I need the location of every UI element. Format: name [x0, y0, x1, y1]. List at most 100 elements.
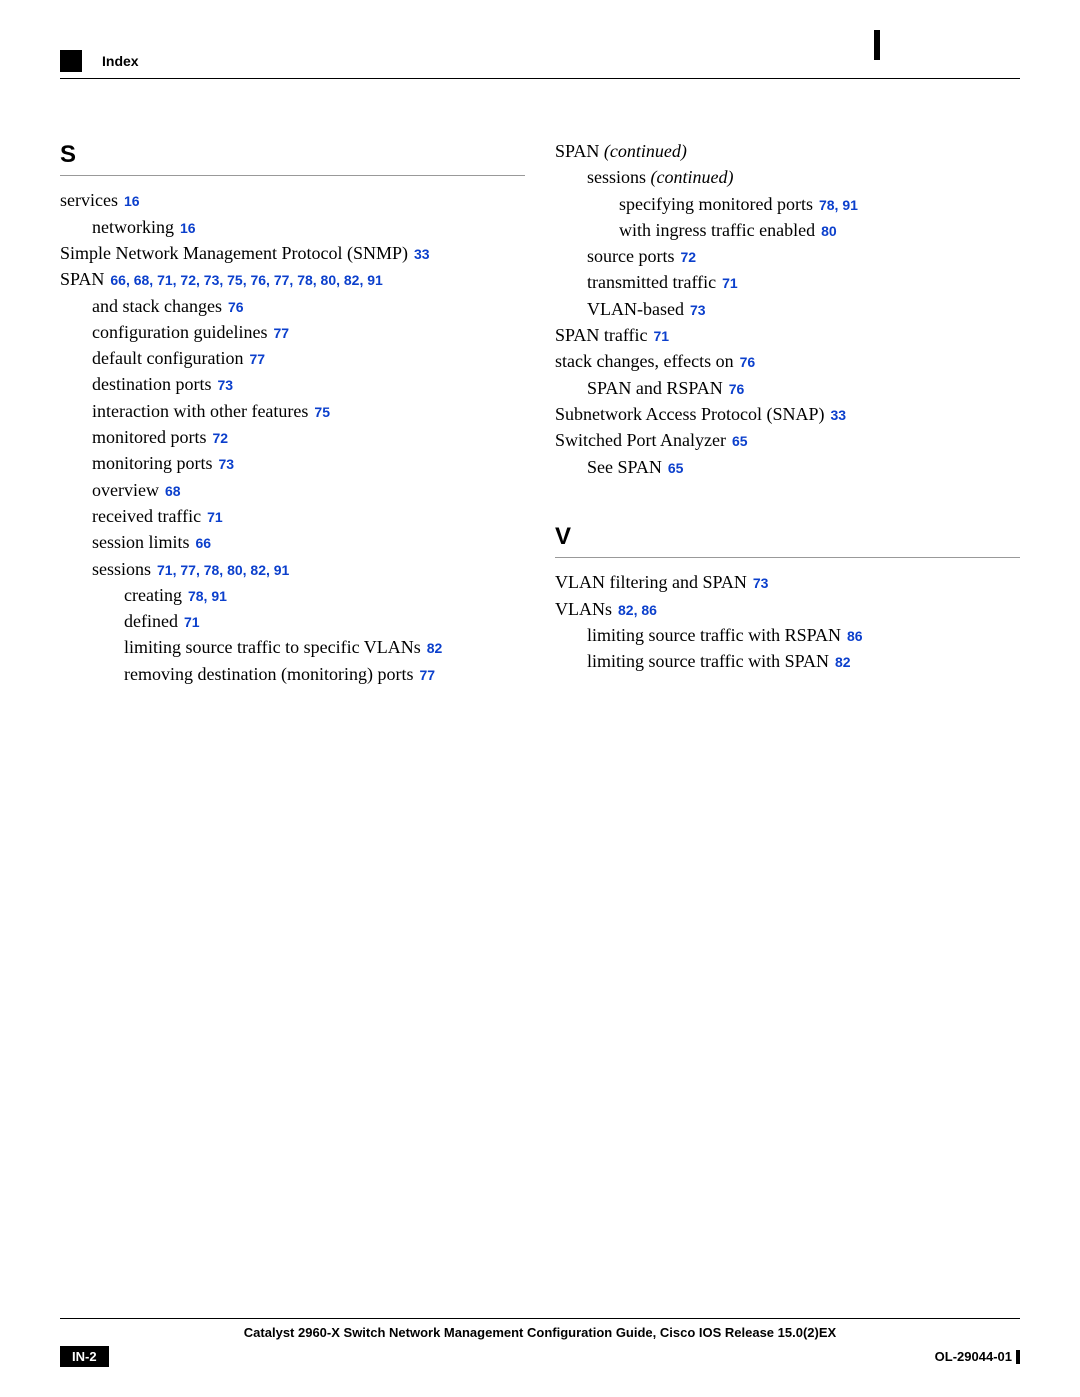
page-ref[interactable]: 76: [228, 299, 244, 315]
index-entry: VLAN filtering and SPAN 73: [555, 570, 1020, 594]
entry-text: Switched Port Analyzer: [555, 430, 726, 450]
page-ref[interactable]: 68: [165, 483, 181, 499]
index-entry: session limits 66: [60, 530, 525, 554]
index-entry: monitored ports 72: [60, 425, 525, 449]
section-rule: [60, 175, 525, 176]
page-ref[interactable]: 73: [219, 456, 235, 472]
index-entry: services 16: [60, 188, 525, 212]
entry-text: VLANs: [555, 599, 612, 619]
index-entry: limiting source traffic with SPAN 82: [555, 649, 1020, 673]
index-entry: See SPAN 65: [555, 455, 1020, 479]
page-ref[interactable]: 71, 77, 78, 80, 82, 91: [157, 562, 289, 578]
entry-text: removing destination (monitoring) ports: [124, 664, 413, 684]
page-ref[interactable]: 71: [184, 614, 200, 630]
page-ref[interactable]: 72: [680, 249, 696, 265]
page-ref[interactable]: 76: [729, 381, 745, 397]
index-entry: and stack changes 76: [60, 294, 525, 318]
index-entry: networking16: [60, 215, 525, 239]
header-label: Index: [102, 53, 139, 69]
page-ref[interactable]: 77: [273, 325, 289, 341]
page-ref[interactable]: 73: [690, 302, 706, 318]
entry-text: VLAN filtering and SPAN: [555, 572, 747, 592]
page-ref[interactable]: 16: [124, 193, 140, 209]
entry-text: limiting source traffic with RSPAN: [587, 625, 841, 645]
page-body: Index S services16 networking16 Simple N…: [0, 0, 1080, 688]
page-ref[interactable]: 82: [427, 640, 443, 656]
index-entry: defined71: [60, 609, 525, 633]
index-entry: configuration guidelines 77: [60, 320, 525, 344]
page-ref[interactable]: 65: [732, 433, 748, 449]
index-entry: Switched Port Analyzer 65: [555, 428, 1020, 452]
page-ref[interactable]: 80: [821, 223, 837, 239]
index-entry: with ingress traffic enabled80: [555, 218, 1020, 242]
page-ref[interactable]: 71: [722, 275, 738, 291]
entry-text: VLAN-based: [587, 299, 684, 319]
index-entry: received traffic 71: [60, 504, 525, 528]
entry-text: sessions: [587, 167, 646, 187]
footer: Catalyst 2960-X Switch Network Managemen…: [60, 1318, 1020, 1367]
page-ref[interactable]: 76: [740, 354, 756, 370]
page-ref[interactable]: 82: [835, 654, 851, 670]
page-ref[interactable]: 16: [180, 220, 196, 236]
page-ref[interactable]: 72: [213, 430, 229, 446]
page-ref[interactable]: 78, 91: [819, 197, 858, 213]
entry-text: transmitted traffic: [587, 272, 716, 292]
page-ref[interactable]: 75: [314, 404, 330, 420]
page-number: IN-2: [60, 1346, 109, 1367]
entry-text: specifying monitored ports: [619, 194, 813, 214]
entry-text: received traffic: [92, 506, 201, 526]
entry-text: session limits: [92, 532, 190, 552]
entry-text: overview: [92, 480, 159, 500]
entry-text: interaction with other features: [92, 401, 308, 421]
index-entry: specifying monitored ports 78, 91: [555, 192, 1020, 216]
section-rule: [555, 557, 1020, 558]
page-ref[interactable]: 71: [654, 328, 670, 344]
entry-text: monitored ports: [92, 427, 207, 447]
left-column: S services16 networking16 Simple Network…: [60, 139, 525, 688]
doc-id-wrap: OL-29044-01: [935, 1348, 1020, 1366]
page-ref[interactable]: 33: [414, 246, 430, 262]
page-ref[interactable]: 71: [207, 509, 223, 525]
right-column: SPAN (continued) sessions (continued) sp…: [555, 139, 1020, 688]
page-ref[interactable]: 66, 68, 71, 72, 73, 75, 76, 77, 78, 80, …: [110, 272, 382, 288]
page-ref[interactable]: 82, 86: [618, 602, 657, 618]
page-ref[interactable]: 33: [830, 407, 846, 423]
entry-text: destination ports: [92, 374, 212, 394]
entry-text: SPAN: [555, 141, 599, 161]
index-entry: removing destination (monitoring) ports 7…: [60, 662, 525, 686]
index-entry: VLANs 82, 86: [555, 597, 1020, 621]
page-ref[interactable]: 66: [196, 535, 212, 551]
entry-text: stack changes, effects on: [555, 351, 734, 371]
content-columns: S services16 networking16 Simple Network…: [60, 139, 1020, 688]
index-entry: creating 78, 91: [60, 583, 525, 607]
entry-text: configuration guidelines: [92, 322, 267, 342]
page-ref[interactable]: 77: [249, 351, 265, 367]
index-entry: Subnetwork Access Protocol (SNAP) 33: [555, 402, 1020, 426]
index-entry: monitoring ports 73: [60, 451, 525, 475]
index-entry: SPAN 66, 68, 71, 72, 73, 75, 76, 77, 78, …: [60, 267, 525, 291]
page-ref[interactable]: 73: [753, 575, 769, 591]
entry-text: SPAN: [60, 269, 104, 289]
page-ref[interactable]: 65: [668, 460, 684, 476]
entry-text: limiting source traffic with SPAN: [587, 651, 829, 671]
index-entry: sessions71, 77, 78, 80, 82, 91: [60, 557, 525, 581]
page-ref[interactable]: 77: [419, 667, 435, 683]
header-square-icon: [60, 50, 82, 72]
index-entry: transmitted traffic 71: [555, 270, 1020, 294]
entry-text: default configuration: [92, 348, 243, 368]
index-entry: SPAN traffic71: [555, 323, 1020, 347]
entry-text: creating: [124, 585, 182, 605]
entry-text: SPAN and RSPAN: [587, 378, 723, 398]
page-ref[interactable]: 86: [847, 628, 863, 644]
entry-text: Subnetwork Access Protocol (SNAP): [555, 404, 824, 424]
entry-text: and stack changes: [92, 296, 222, 316]
index-entry: limiting source traffic with RSPAN 86: [555, 623, 1020, 647]
page-ref[interactable]: 78, 91: [188, 588, 227, 604]
page-ref[interactable]: 73: [218, 377, 234, 393]
entry-text: See SPAN: [587, 457, 662, 477]
index-entry: VLAN-based 73: [555, 297, 1020, 321]
entry-text: services: [60, 190, 118, 210]
entry-text: monitoring ports: [92, 453, 213, 473]
index-entry: default configuration 77: [60, 346, 525, 370]
doc-id-bar-icon: [1016, 1350, 1020, 1364]
